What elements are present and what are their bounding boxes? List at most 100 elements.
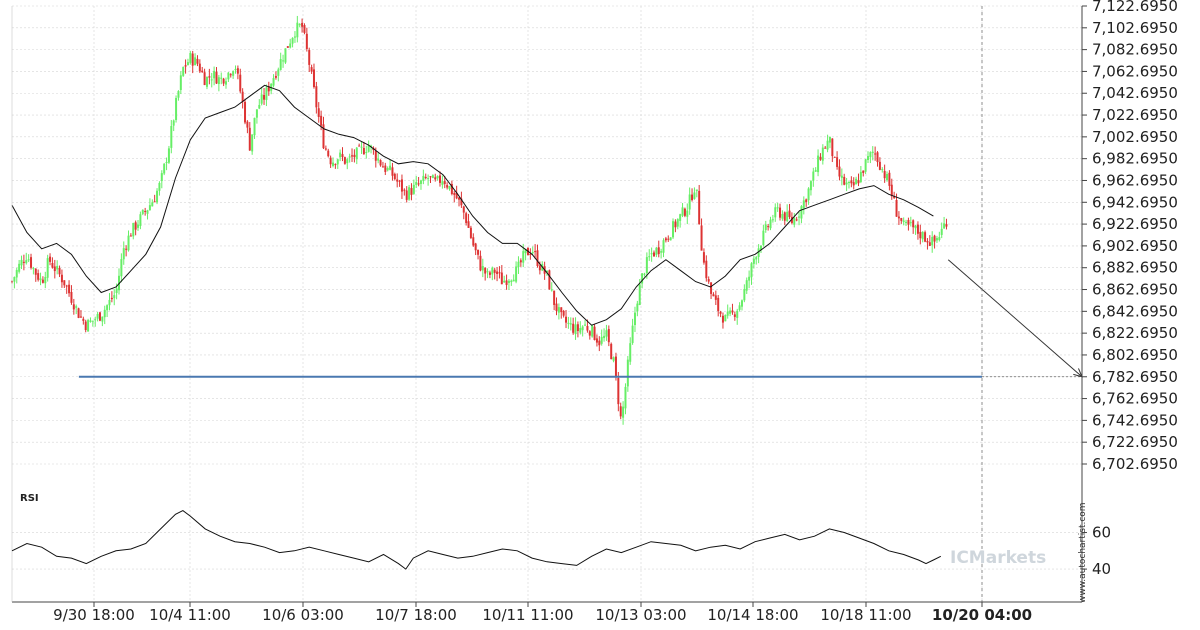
candle-body [928, 242, 931, 246]
candle-body [933, 235, 936, 242]
candle-body [391, 167, 394, 176]
candle-body [771, 219, 774, 221]
candle-body [360, 146, 363, 148]
candle-body [153, 201, 156, 203]
candle-body [467, 221, 470, 228]
candle-body [938, 237, 941, 241]
candle-body [198, 63, 201, 72]
candle-body [548, 270, 551, 290]
candle-body [824, 147, 827, 149]
candle-body [393, 173, 396, 180]
candle-body [165, 162, 168, 164]
candle-body [800, 206, 803, 219]
candle-body [840, 175, 843, 178]
candle-body [871, 151, 874, 153]
candle-body [37, 273, 40, 280]
candle-body [469, 227, 472, 238]
candle-body [125, 248, 128, 250]
candle-body [862, 170, 865, 173]
candle-body [365, 151, 368, 153]
candle-body [943, 223, 946, 229]
candle-body [353, 154, 356, 158]
candle-body [465, 213, 468, 224]
candle-body [343, 157, 346, 164]
candle-body [477, 249, 480, 255]
y-tick-label: 6,902.6950 [1092, 237, 1178, 255]
candle-body [897, 216, 900, 219]
candle-body [377, 158, 380, 161]
candle-body [106, 305, 109, 311]
candle-body [712, 294, 715, 297]
candle-body [336, 159, 339, 165]
candle-body [103, 309, 106, 318]
candle-body [417, 183, 420, 185]
candle-body [607, 329, 610, 343]
candle-body [260, 94, 263, 104]
candle-body [603, 335, 606, 339]
candle-body [553, 290, 556, 305]
candle-body [807, 188, 810, 201]
candle-body [334, 164, 337, 166]
candle-body [82, 318, 85, 321]
y-tick-label: 6,922.6950 [1092, 215, 1178, 233]
candle-body [660, 251, 663, 253]
candle-body [32, 268, 35, 270]
y-tick-label: 6,742.6950 [1092, 411, 1178, 429]
candle-body [129, 235, 132, 237]
candle-body [213, 70, 216, 79]
y-tick-label: 6,882.6950 [1092, 259, 1178, 277]
candle-body [49, 256, 52, 262]
candle-body [60, 274, 63, 283]
candle-body [236, 68, 239, 74]
credit-text: www.autochartist.com [1078, 502, 1088, 603]
y-tick-label: 7,042.6950 [1092, 84, 1178, 102]
candle-body [776, 207, 779, 209]
grid-lines [12, 5, 1082, 602]
candle-body [935, 238, 938, 241]
candle-body [886, 174, 889, 181]
candle-body [75, 306, 78, 308]
candle-body [346, 159, 349, 164]
candle-body [688, 194, 691, 210]
candle-body [72, 304, 75, 310]
candle-body [184, 65, 187, 67]
candle-body [305, 33, 308, 49]
candle-body [869, 152, 872, 158]
candle-body [34, 268, 37, 275]
candle-body [900, 218, 903, 221]
candle-body [355, 147, 358, 160]
candle-body [764, 224, 767, 231]
candle-body [446, 185, 449, 188]
candle-body [795, 219, 798, 221]
candle-body [614, 356, 617, 377]
candle-body [158, 182, 161, 191]
candle-body [146, 210, 149, 214]
candle-body [586, 325, 589, 331]
candle-body [65, 285, 68, 287]
candle-body [486, 271, 489, 273]
candle-body [293, 36, 296, 38]
y-tick-label: 7,022.6950 [1092, 106, 1178, 124]
candle-body [191, 53, 194, 66]
candle-body [802, 200, 805, 209]
candle-body [15, 269, 18, 278]
candle-body [396, 179, 399, 182]
candle-body [317, 108, 320, 117]
candle-body [25, 260, 28, 264]
candle-body [655, 247, 658, 255]
candle-body [821, 147, 824, 161]
candle-body [182, 67, 185, 76]
candle-body [612, 357, 615, 361]
candle-body [752, 258, 755, 264]
candle-body [415, 182, 418, 185]
candle-body [94, 319, 97, 321]
candle-body [517, 261, 520, 268]
candle-body [386, 168, 389, 171]
candle-body [312, 69, 315, 88]
candle-body [222, 78, 225, 84]
candle-body [847, 182, 850, 184]
candle-body [248, 127, 251, 151]
candle-body [362, 147, 365, 155]
candle-body [617, 378, 620, 405]
